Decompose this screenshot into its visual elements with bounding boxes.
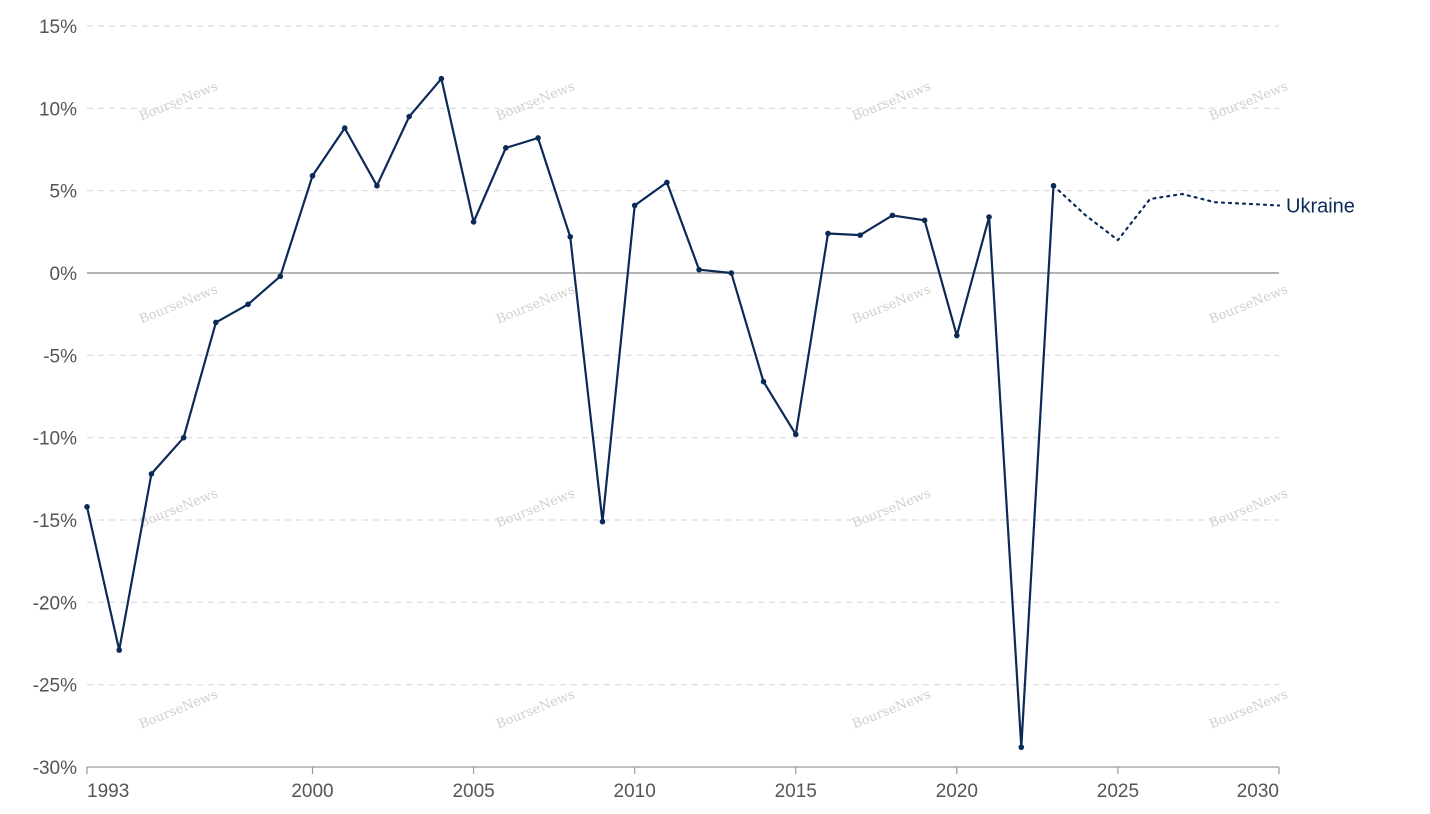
data-point bbox=[277, 273, 284, 280]
data-point bbox=[921, 217, 928, 224]
y-axis: 15% 10% 5% 0% -5% -10% -15% -20% -25% -30% bbox=[33, 17, 77, 779]
x-tick-label: 2030 bbox=[1237, 781, 1279, 802]
data-point bbox=[406, 113, 412, 120]
watermark-text: BourseNews bbox=[494, 79, 577, 124]
watermark-text: BourseNews bbox=[137, 79, 220, 124]
grid-lines bbox=[87, 25, 1279, 686]
y-tick-label: 0% bbox=[50, 264, 78, 285]
data-point bbox=[309, 173, 316, 179]
watermark-text: BourseNews bbox=[1207, 79, 1290, 124]
data-point bbox=[1050, 182, 1057, 189]
x-tick-label: 2015 bbox=[775, 781, 817, 802]
data-point bbox=[213, 319, 219, 326]
data-point bbox=[599, 518, 606, 525]
data-point bbox=[245, 301, 251, 308]
data-point bbox=[1018, 744, 1025, 751]
y-tick-label: -10% bbox=[33, 429, 77, 450]
data-point bbox=[116, 647, 123, 653]
data-point bbox=[631, 202, 638, 209]
x-tick-label: 2000 bbox=[291, 781, 333, 802]
watermark-text: BourseNews bbox=[494, 282, 577, 327]
y-tick-label: -20% bbox=[33, 593, 77, 614]
x-tick-label: 2020 bbox=[936, 781, 978, 802]
data-point bbox=[889, 212, 896, 219]
y-tick-label: 15% bbox=[39, 17, 77, 38]
data-point bbox=[438, 75, 445, 82]
x-tick-label: 1993 bbox=[87, 781, 129, 802]
data-point bbox=[470, 219, 477, 225]
data-point bbox=[728, 270, 735, 276]
data-point bbox=[760, 378, 767, 385]
watermark-text: BourseNews bbox=[494, 687, 577, 732]
data-point bbox=[664, 179, 670, 186]
x-tick-label: 2010 bbox=[614, 781, 656, 802]
x-tick-label: 2005 bbox=[452, 781, 494, 802]
data-point bbox=[503, 145, 509, 151]
y-tick-label: -25% bbox=[33, 676, 77, 697]
watermark-text: BourseNews bbox=[850, 79, 933, 124]
data-point bbox=[954, 332, 960, 339]
data-point bbox=[567, 233, 574, 240]
data-point bbox=[374, 182, 380, 189]
watermark-text: BourseNews bbox=[1207, 486, 1290, 531]
y-tick-label: -15% bbox=[33, 511, 77, 532]
y-tick-label: -30% bbox=[33, 758, 77, 779]
x-tick-label: 2025 bbox=[1097, 781, 1139, 802]
watermark-text: BourseNews bbox=[850, 687, 933, 732]
series-line-actual bbox=[85, 77, 1055, 749]
watermark-text: BourseNews bbox=[137, 486, 220, 531]
data-point bbox=[986, 214, 992, 220]
watermark-text: BourseNews bbox=[494, 486, 577, 531]
x-axis: 1993 2000 2005 2010 2015 2020 2025 2030 bbox=[86, 766, 1280, 802]
data-point bbox=[696, 266, 702, 273]
data-point bbox=[792, 431, 799, 438]
watermark-text: BourseNews bbox=[850, 486, 933, 531]
data-point bbox=[180, 434, 187, 441]
y-tick-label: 5% bbox=[50, 182, 78, 203]
watermark-text: BourseNews bbox=[137, 282, 220, 327]
watermark-text: BourseNews bbox=[1207, 687, 1290, 732]
data-point bbox=[825, 230, 831, 237]
data-point bbox=[341, 125, 348, 131]
y-tick-label: 10% bbox=[39, 99, 77, 120]
series-label: Ukraine bbox=[1286, 195, 1355, 217]
data-point bbox=[535, 135, 541, 141]
data-point bbox=[857, 232, 863, 238]
series-layer: Ukraine bbox=[84, 75, 1355, 751]
data-point bbox=[84, 504, 90, 510]
watermark-text: BourseNews bbox=[850, 282, 933, 327]
y-tick-label: -5% bbox=[43, 346, 77, 367]
data-point bbox=[148, 471, 155, 477]
watermark-text: BourseNews bbox=[1207, 282, 1290, 327]
series-line-projected bbox=[1052, 184, 1281, 242]
watermark-text: BourseNews bbox=[137, 687, 220, 732]
